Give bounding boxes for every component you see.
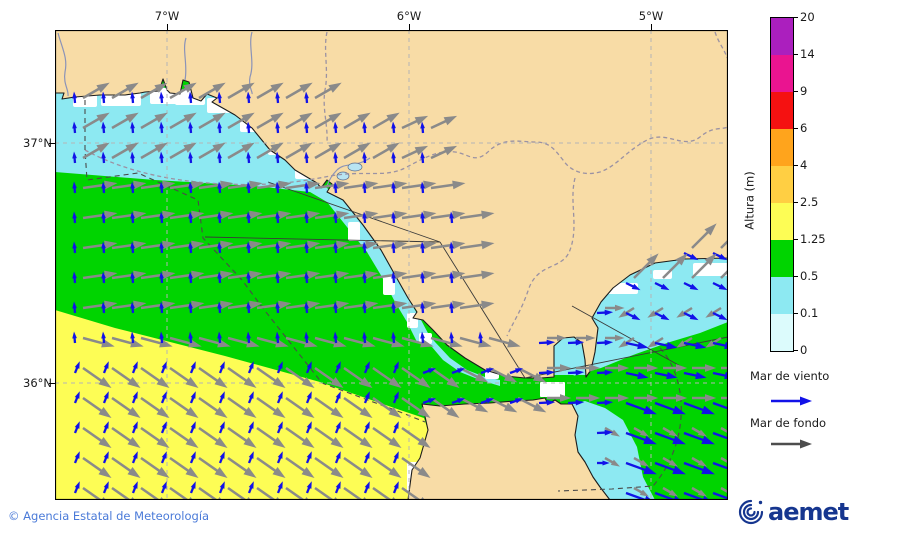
boundary-lines bbox=[204, 181, 728, 379]
colorbar-segment bbox=[771, 129, 793, 166]
x-axis-tick bbox=[166, 24, 168, 30]
x-axis-tick bbox=[408, 24, 410, 30]
colorbar-segment bbox=[771, 240, 793, 277]
y-axis-label: 36°N bbox=[23, 376, 52, 390]
sea-yellow-region bbox=[55, 310, 428, 500]
map-frame bbox=[55, 30, 728, 500]
aemet-logo-text: aemet bbox=[768, 498, 849, 526]
sea-cyan-northwest-strip bbox=[55, 86, 500, 386]
sea-cyan-morocco-strip bbox=[572, 401, 655, 500]
colorbar-tick-label: 0.1 bbox=[800, 306, 819, 320]
colorbar-tick bbox=[793, 164, 798, 166]
colorbar-tick-label: 1.25 bbox=[800, 232, 826, 246]
x-axis-label: 7°W bbox=[154, 9, 180, 23]
aemet-logo: aemet bbox=[736, 497, 849, 527]
map-canvas bbox=[55, 30, 728, 500]
colorbar-segment bbox=[771, 277, 793, 314]
colorbar-tick bbox=[793, 349, 798, 351]
colorbar-segment bbox=[771, 166, 793, 203]
colorbar-tick-label: 2.5 bbox=[800, 195, 819, 209]
colorbar-tick bbox=[793, 201, 798, 203]
colorbar-tick bbox=[793, 53, 798, 55]
swell-arrow-icon bbox=[771, 439, 812, 449]
colorbar-tick bbox=[793, 238, 798, 240]
aemet-swirl-icon bbox=[738, 499, 764, 525]
x-axis-tick bbox=[650, 24, 652, 30]
colorbar-segment bbox=[771, 92, 793, 129]
colorbar-tick-label: 6 bbox=[800, 121, 808, 135]
colorbar-segment bbox=[771, 314, 793, 351]
colorbar-tick bbox=[793, 16, 798, 18]
wind-sea-arrow-icon bbox=[771, 396, 812, 406]
wave-height-map bbox=[55, 30, 728, 500]
colorbar-tick-label: 9 bbox=[800, 84, 808, 98]
colorbar-tick bbox=[793, 127, 798, 129]
colorbar-title: Altura (m) bbox=[742, 171, 757, 230]
colorbar-tick bbox=[793, 275, 798, 277]
x-axis-label: 6°W bbox=[396, 9, 422, 23]
colorbar-segment bbox=[771, 55, 793, 92]
maritime-borders bbox=[84, 100, 682, 492]
colorbar-tick-label: 20 bbox=[800, 10, 815, 24]
colorbar-segment bbox=[771, 203, 793, 240]
colorbar-tick-label: 0 bbox=[800, 343, 808, 357]
colorbar-segment bbox=[771, 18, 793, 55]
swell-legend-label: Mar de fondo bbox=[750, 416, 827, 430]
wind-sea-legend-label: Mar de viento bbox=[750, 369, 830, 383]
colorbar-tick-label: 0.5 bbox=[800, 269, 819, 283]
y-axis-label: 37°N bbox=[23, 136, 52, 150]
colorbar-tick-label: 14 bbox=[800, 47, 815, 61]
copyright-text: © Agencia Estatal de Meteorología bbox=[8, 509, 210, 523]
y-axis-tick bbox=[49, 382, 55, 384]
wave-height-colorbar bbox=[770, 17, 794, 352]
x-axis-label: 5°W bbox=[638, 9, 664, 23]
colorbar-tick bbox=[793, 90, 798, 92]
y-axis-tick bbox=[49, 142, 55, 144]
colorbar-tick-label: 4 bbox=[800, 158, 808, 172]
colorbar-tick bbox=[793, 312, 798, 314]
admin-borders bbox=[84, 31, 728, 337]
